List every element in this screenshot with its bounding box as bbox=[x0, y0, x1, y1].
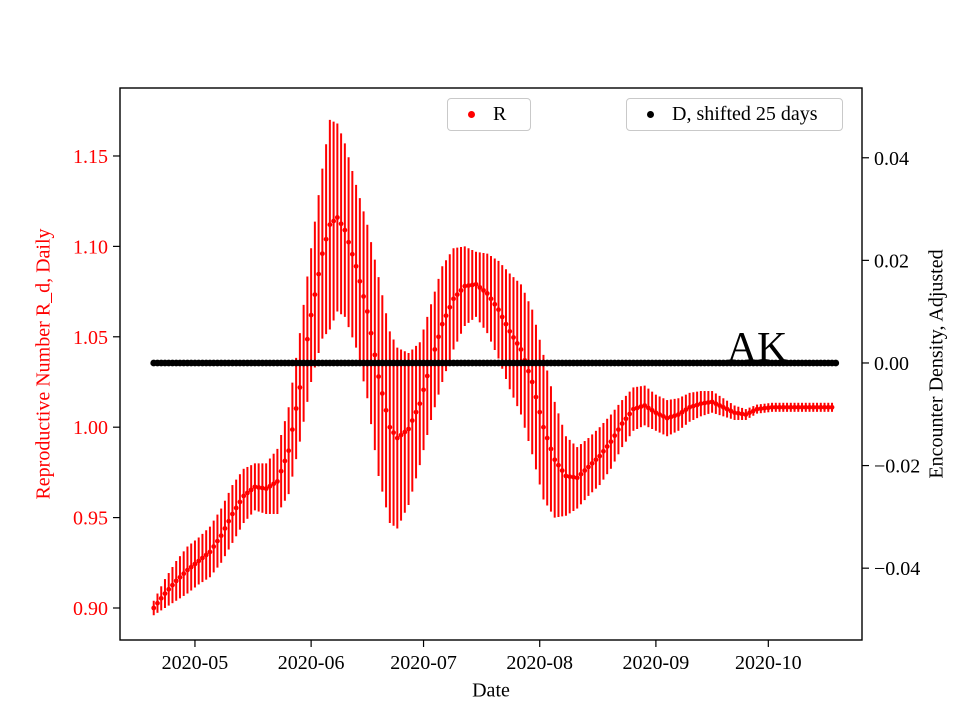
svg-text:2020-09: 2020-09 bbox=[623, 652, 690, 674]
svg-text:2020-06: 2020-06 bbox=[278, 652, 345, 674]
x-axis-label: Date bbox=[472, 679, 510, 702]
legend-label-d: D, shifted 25 days bbox=[672, 103, 818, 125]
svg-text:1.05: 1.05 bbox=[73, 327, 108, 349]
legend-marker-d-icon bbox=[647, 111, 654, 118]
svg-text:1.15: 1.15 bbox=[73, 146, 108, 168]
svg-text:0.90: 0.90 bbox=[73, 598, 108, 620]
svg-text:−0.02: −0.02 bbox=[874, 456, 920, 478]
svg-text:2020-10: 2020-10 bbox=[735, 652, 802, 674]
svg-text:1.00: 1.00 bbox=[73, 417, 108, 439]
svg-text:2020-05: 2020-05 bbox=[162, 652, 229, 674]
svg-text:−0.04: −0.04 bbox=[874, 558, 920, 580]
legend-marker-r-icon bbox=[468, 111, 475, 118]
legend-box-d: D, shifted 25 days bbox=[626, 98, 843, 131]
svg-text:2020-08: 2020-08 bbox=[506, 652, 573, 674]
svg-text:0.00: 0.00 bbox=[874, 353, 909, 375]
svg-text:1.10: 1.10 bbox=[73, 236, 108, 258]
right-axis-label: Encounter Density, Adjusted bbox=[925, 249, 948, 479]
legend-box-r: R bbox=[447, 98, 532, 131]
annotation-ak: AK bbox=[726, 324, 788, 371]
svg-text:0.95: 0.95 bbox=[73, 508, 108, 530]
svg-text:0.02: 0.02 bbox=[874, 250, 909, 272]
svg-text:0.04: 0.04 bbox=[874, 148, 909, 170]
svg-text:2020-07: 2020-07 bbox=[390, 652, 457, 674]
left-axis-label: Reproductive Number R_d, Daily bbox=[32, 228, 55, 500]
legend-label-r: R bbox=[493, 103, 507, 125]
